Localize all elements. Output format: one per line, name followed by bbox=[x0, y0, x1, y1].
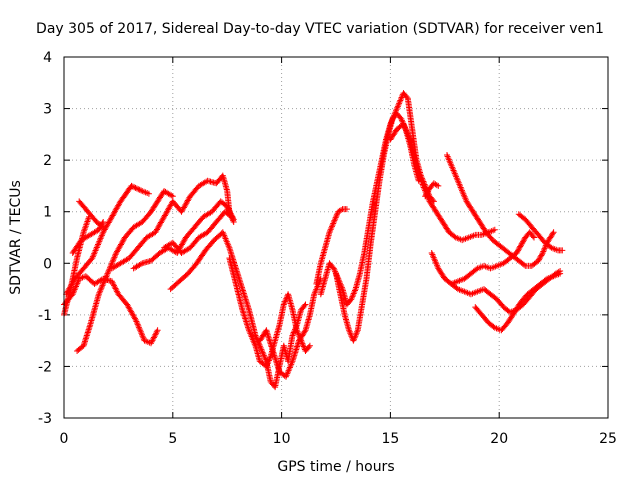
track-markers bbox=[333, 110, 422, 344]
y-tick-label: 2 bbox=[43, 153, 52, 169]
track-markers bbox=[313, 206, 350, 287]
y-tick-label: -3 bbox=[38, 411, 52, 427]
track-markers bbox=[108, 172, 237, 272]
track-markers bbox=[161, 208, 235, 256]
track-1 bbox=[61, 273, 161, 347]
track-20 bbox=[472, 270, 564, 334]
y-tick-label: 4 bbox=[43, 50, 52, 66]
track-17 bbox=[444, 152, 557, 269]
track-markers bbox=[428, 229, 537, 287]
x-tick-label: 0 bbox=[60, 431, 69, 447]
track-markers bbox=[130, 198, 237, 272]
y-tick-label: 1 bbox=[43, 205, 52, 221]
track-markers bbox=[76, 198, 107, 231]
track-11 bbox=[256, 275, 324, 380]
track-18 bbox=[428, 229, 537, 287]
y-axis-label: SDTVAR / TECUs bbox=[8, 180, 24, 295]
track-6 bbox=[108, 172, 237, 272]
track-markers bbox=[472, 270, 564, 334]
track-markers bbox=[226, 255, 313, 370]
track-markers bbox=[256, 275, 324, 380]
track-markers bbox=[167, 229, 309, 391]
track-4 bbox=[74, 188, 176, 354]
chart-title: Day 305 of 2017, Sidereal Day-to-day VTE… bbox=[36, 21, 604, 37]
x-tick-label: 5 bbox=[168, 431, 177, 447]
track-9 bbox=[167, 229, 309, 391]
data-marks bbox=[61, 90, 566, 391]
track-markers bbox=[422, 180, 442, 200]
track-8 bbox=[161, 208, 235, 256]
track-15 bbox=[387, 121, 498, 244]
track-10 bbox=[226, 255, 313, 370]
track-21 bbox=[515, 211, 566, 254]
x-axis-label: GPS time / hours bbox=[277, 459, 394, 475]
track-markers bbox=[515, 211, 566, 254]
track-markers bbox=[387, 121, 498, 244]
track-16 bbox=[422, 180, 442, 200]
track-12 bbox=[313, 206, 350, 287]
y-tick-label: 0 bbox=[43, 256, 52, 272]
y-tick-label: -2 bbox=[38, 359, 52, 375]
y-tick-label: 3 bbox=[43, 102, 52, 118]
track-markers bbox=[61, 273, 161, 347]
track-markers bbox=[444, 152, 557, 269]
track-markers bbox=[74, 188, 176, 354]
x-tick-label: 25 bbox=[599, 431, 617, 447]
y-tick-label: -1 bbox=[38, 308, 52, 324]
track-2 bbox=[63, 182, 152, 298]
track-markers bbox=[63, 182, 152, 298]
track-7 bbox=[130, 198, 237, 272]
track-5 bbox=[76, 198, 107, 231]
plot-frame bbox=[63, 56, 609, 419]
track-14 bbox=[333, 110, 422, 344]
x-tick-label: 15 bbox=[381, 431, 399, 447]
x-tick-label: 20 bbox=[490, 431, 508, 447]
ticks: 0 5 10 15 20 25 -3 -2 -1 0 1 2 3 4 bbox=[38, 50, 617, 447]
x-tick-label: 10 bbox=[273, 431, 291, 447]
